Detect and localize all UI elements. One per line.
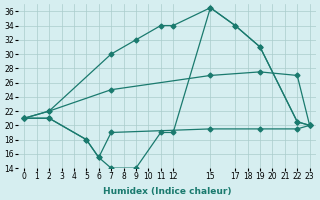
X-axis label: Humidex (Indice chaleur): Humidex (Indice chaleur) (103, 187, 231, 196)
